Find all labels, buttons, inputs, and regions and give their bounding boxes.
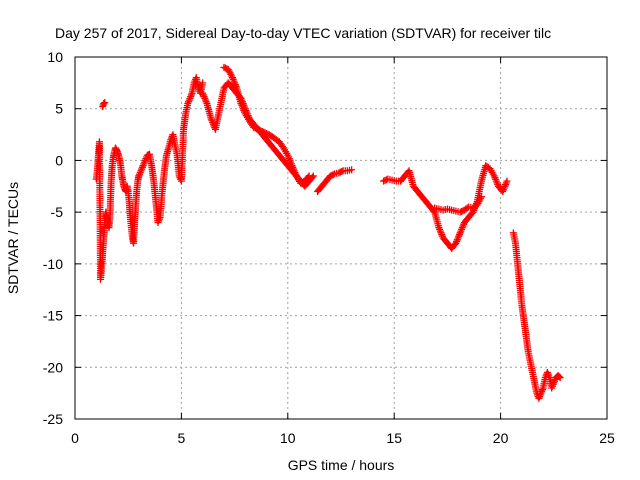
y-tick-label: -10 [43, 256, 63, 272]
x-tick-label: 20 [493, 430, 509, 446]
x-tick-labels: 0 5 10 15 20 25 [71, 430, 615, 446]
y-tick-label: -15 [43, 308, 63, 324]
series-segment-3b [220, 63, 313, 187]
x-tick-label: 15 [386, 430, 402, 446]
data-point [555, 373, 563, 381]
series-segment-5b [431, 193, 485, 216]
plot-frame [74, 56, 608, 420]
x-tick-label: 10 [280, 430, 296, 446]
data-point [304, 173, 312, 181]
x-axis-title: GPS time / hours [288, 457, 395, 473]
data-point [100, 100, 108, 108]
series-segment-2 [135, 74, 207, 226]
data-marks [92, 63, 564, 402]
y-axis-title: SDTVAR / TECUs [5, 182, 21, 294]
data-point [199, 79, 207, 87]
grid [75, 57, 607, 419]
series-segment-6 [509, 229, 564, 402]
data-point [477, 193, 485, 201]
series-segment-3 [199, 79, 317, 190]
data-point [338, 167, 346, 175]
data-point [556, 374, 564, 382]
y-tick-label: 10 [47, 49, 63, 65]
y-tick-label: 5 [55, 101, 63, 117]
y-tick-label: 0 [55, 152, 63, 168]
y-tick-labels: 10 5 0 -5 -10 -15 -20 -25 [43, 49, 63, 427]
y-tick-label: -5 [51, 204, 64, 220]
data-point [348, 166, 356, 174]
y-tick-label: -20 [43, 359, 63, 375]
chart-title: Day 257 of 2017, Sidereal Day-to-day VTE… [55, 25, 551, 41]
data-point [477, 194, 485, 202]
axis-ticks [74, 56, 608, 420]
series-segment-4 [314, 166, 356, 195]
data-point [503, 177, 511, 185]
data-point [329, 171, 337, 179]
data-point [305, 172, 313, 180]
data-point [101, 99, 109, 107]
y-tick-label: -25 [43, 411, 63, 427]
x-tick-label: 5 [178, 430, 186, 446]
x-tick-label: 0 [71, 430, 79, 446]
x-tick-label: 25 [599, 430, 615, 446]
series-segment-1b [99, 99, 109, 111]
series-segment-1 [92, 138, 143, 283]
data-point [228, 72, 236, 80]
